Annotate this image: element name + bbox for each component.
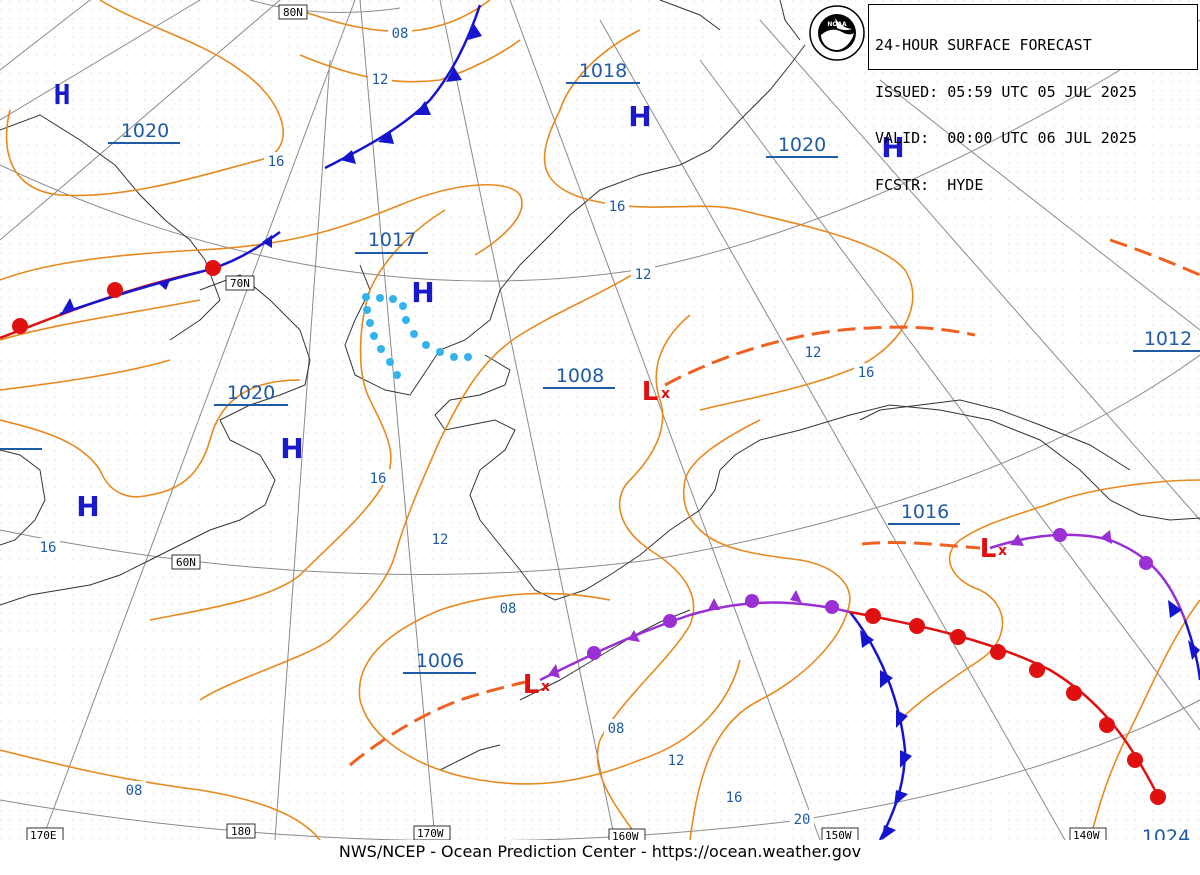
forecaster-row: FCSTR: HYDE [875, 175, 1197, 194]
pressure-value: 1006 [416, 650, 464, 672]
noaa-logo: NOAA [809, 5, 865, 61]
isobar-label: 12 [432, 532, 449, 548]
forecast-info-box: 24-HOUR SURFACE FORECAST ISSUED: 05:59 U… [868, 4, 1198, 192]
forecaster-value: HYDE [947, 175, 984, 194]
isobar-label: 12 [668, 753, 685, 769]
ridge-axis [362, 293, 472, 379]
low-symbol: L [523, 670, 540, 700]
isobar-label: 16 [858, 365, 875, 381]
low-center-1016: 1016 L x [888, 501, 1007, 564]
low-symbol: L [980, 534, 997, 564]
pressure-value: 1016 [901, 501, 949, 523]
pressure-value: 1020 [227, 382, 275, 404]
cold-front-north [324, 4, 482, 170]
edge-pressure-1012: 1012 [1133, 328, 1200, 352]
lat-label-80n: 80N [283, 6, 303, 19]
lon-label-150w: 150W [825, 829, 852, 842]
footer-credit: NWS/NCEP - Ocean Prediction Center - htt… [0, 840, 1200, 875]
lat-label-70n: 70N [230, 277, 250, 290]
high-symbol: H [628, 100, 651, 133]
lat-label-60n: 60N [176, 556, 196, 569]
isobar-label: 12 [805, 345, 822, 361]
valid-value: 00:00 UTC 06 JUL 2025 [947, 129, 1137, 147]
issued-label: ISSUED: [875, 82, 939, 101]
latlon-labels: 80N 70N 60N 170E 180 170W 160W 150W 140W [26, 4, 1107, 844]
isobar-label: 20 [794, 812, 811, 828]
isobar-label: 16 [40, 540, 57, 556]
high-center-1018: 1018 H [566, 60, 652, 133]
forecast-title: 24-HOUR SURFACE FORECAST [875, 36, 1092, 54]
low-center-1008: 1008 L x [543, 365, 670, 407]
issued-row: ISSUED: 05:59 UTC 05 JUL 2025 [875, 82, 1197, 101]
logo-text: NOAA [827, 21, 847, 28]
valid-row: VALID: 00:00 UTC 06 JUL 2025 [875, 129, 1197, 147]
lon-label-140w: 140W [1073, 829, 1100, 842]
lon-label-170e: 170E [30, 829, 57, 842]
isobar-labels: 08 12 16 16 12 12 16 16 12 16 08 08 12 1… [36, 24, 878, 828]
valid-label: VALID: [875, 129, 930, 147]
isobar-label: 12 [372, 72, 389, 88]
pressure-value: 1020 [121, 120, 169, 142]
low-center-mark: x [998, 543, 1007, 559]
isobar-label: 16 [370, 471, 387, 487]
low-center-1006: 1006 L x [403, 650, 550, 700]
occluded-front-east [989, 528, 1200, 681]
isobar-label: 08 [500, 601, 517, 617]
high-center-southwest: H [0, 448, 100, 523]
high-center-1017: 1017 H [355, 229, 435, 309]
high-symbol: H [411, 276, 434, 309]
low-symbol: L [642, 377, 659, 407]
isobar-label: 16 [726, 790, 743, 806]
low-center-mark: x [541, 679, 550, 695]
high-center-far-west: H [54, 78, 71, 111]
troughs [349, 238, 1200, 767]
isobar-label: 08 [126, 783, 143, 799]
warm-front-south [849, 608, 1166, 805]
issued-value: 05:59 UTC 05 JUL 2025 [947, 82, 1137, 101]
forecaster-label: FCSTR: [875, 175, 930, 194]
pressure-value: 1017 [368, 229, 416, 251]
cold-front-south [849, 611, 912, 841]
high-symbol: H [54, 78, 71, 111]
low-center-mark: x [661, 386, 670, 402]
stationary-front-west [0, 230, 281, 340]
high-center-1020-mid: 1020 H [214, 382, 304, 465]
isobar-label: 08 [608, 721, 625, 737]
meridian-lines [0, 0, 1200, 841]
isobar-label: 16 [268, 154, 285, 170]
pressure-value: 1018 [579, 60, 627, 82]
high-center-1020-west: 1020 [108, 120, 180, 144]
high-center-1020-east: 1020 H [766, 131, 905, 164]
high-symbol: H [76, 490, 99, 523]
isobars [0, 0, 1200, 841]
lon-label-170w: 170W [417, 827, 444, 840]
pressure-value: 1012 [1144, 328, 1192, 350]
high-symbol: H [881, 131, 904, 164]
lon-label-180: 180 [231, 825, 251, 838]
high-symbol: H [280, 432, 303, 465]
isobar-label: 12 [635, 267, 652, 283]
pressure-value: 1020 [778, 134, 826, 156]
isobar-label: 08 [392, 26, 409, 42]
pressure-value: 1008 [556, 365, 604, 387]
occluded-front-south [539, 590, 851, 682]
lon-label-160w: 160W [612, 830, 639, 843]
isobar-label: 16 [609, 199, 626, 215]
